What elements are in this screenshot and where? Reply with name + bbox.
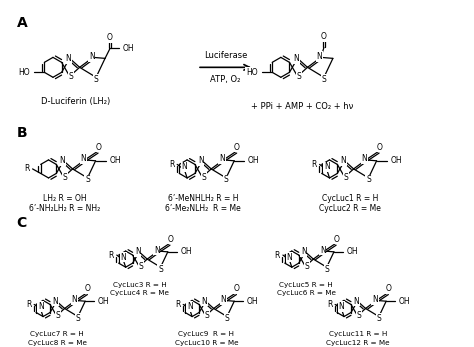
- Text: N: N: [320, 246, 326, 255]
- Text: CycLuc3 R = H: CycLuc3 R = H: [113, 282, 167, 288]
- Text: S: S: [324, 264, 329, 273]
- Text: N: N: [198, 156, 204, 165]
- Text: S: S: [297, 72, 301, 81]
- Text: N: N: [220, 295, 226, 304]
- Text: S: S: [55, 311, 60, 320]
- Text: N: N: [362, 154, 367, 163]
- Text: N: N: [301, 247, 307, 256]
- Text: CycLuc12 R = Me: CycLuc12 R = Me: [327, 340, 390, 346]
- Text: S: S: [94, 75, 99, 84]
- Text: CycLuc8 R = Me: CycLuc8 R = Me: [28, 340, 87, 346]
- Text: R: R: [26, 300, 31, 309]
- Text: OH: OH: [248, 156, 260, 165]
- Text: N: N: [339, 302, 345, 311]
- Text: N: N: [71, 295, 77, 304]
- Text: N: N: [286, 253, 292, 262]
- Text: B: B: [17, 126, 27, 140]
- Text: R: R: [24, 164, 30, 174]
- Text: N: N: [219, 154, 225, 163]
- Text: S: S: [85, 175, 90, 184]
- Text: C: C: [17, 217, 27, 230]
- Text: R: R: [327, 300, 332, 309]
- Text: D-Luciferin (LH₂): D-Luciferin (LH₂): [40, 97, 110, 106]
- Text: CycLuc9  R = H: CycLuc9 R = H: [178, 331, 234, 337]
- Text: HO: HO: [246, 68, 257, 77]
- Text: S: S: [205, 311, 210, 320]
- Text: N: N: [324, 162, 330, 171]
- Text: O: O: [234, 284, 240, 293]
- Text: R: R: [109, 251, 114, 260]
- Text: N: N: [201, 297, 207, 306]
- Text: N: N: [38, 302, 44, 311]
- Text: CycLuc1 R = H: CycLuc1 R = H: [322, 194, 378, 203]
- Text: O: O: [333, 235, 339, 244]
- Text: O: O: [321, 32, 327, 41]
- Text: S: S: [201, 172, 206, 181]
- Text: R: R: [175, 300, 181, 309]
- Text: ATP, O₂: ATP, O₂: [210, 75, 241, 84]
- Text: R: R: [169, 160, 174, 169]
- Text: N: N: [81, 154, 86, 163]
- Text: O: O: [386, 284, 392, 293]
- Text: OH: OH: [98, 297, 109, 306]
- Text: Luciferase: Luciferase: [204, 51, 247, 60]
- Text: OH: OH: [109, 156, 121, 165]
- Text: S: S: [69, 72, 73, 81]
- Text: N: N: [59, 156, 65, 165]
- Text: 6’-MeNHLH₂ R = H: 6’-MeNHLH₂ R = H: [168, 194, 238, 203]
- Text: S: S: [366, 175, 371, 184]
- Text: S: S: [344, 172, 348, 181]
- Text: N: N: [353, 297, 359, 306]
- Text: O: O: [234, 143, 240, 152]
- Text: N: N: [372, 295, 378, 304]
- Text: N: N: [293, 54, 299, 63]
- Text: OH: OH: [399, 297, 410, 306]
- Text: CycLuc6 R = Me: CycLuc6 R = Me: [276, 290, 336, 296]
- Text: N: N: [340, 156, 346, 165]
- Text: R: R: [275, 251, 280, 260]
- Text: N: N: [52, 297, 58, 306]
- Text: OH: OH: [122, 44, 134, 53]
- Text: OH: OH: [346, 247, 358, 256]
- Text: O: O: [95, 143, 101, 152]
- Text: LH₂ R = OH: LH₂ R = OH: [43, 194, 86, 203]
- Text: + PPi + AMP + CO₂ + hν: + PPi + AMP + CO₂ + hν: [251, 102, 354, 111]
- Text: CycLuc7 R = H: CycLuc7 R = H: [30, 331, 84, 337]
- Text: O: O: [167, 235, 173, 244]
- Text: N: N: [317, 52, 322, 61]
- Text: CycLuc2 R = Me: CycLuc2 R = Me: [319, 204, 381, 213]
- Text: O: O: [85, 284, 91, 293]
- Text: OH: OH: [247, 297, 258, 306]
- Text: HO: HO: [18, 68, 30, 77]
- Text: N: N: [187, 302, 192, 311]
- Text: S: S: [225, 314, 229, 323]
- Text: S: S: [356, 311, 361, 320]
- Text: S: S: [321, 75, 326, 84]
- Text: OH: OH: [391, 156, 402, 165]
- Text: S: S: [224, 175, 228, 184]
- Text: O: O: [376, 143, 382, 152]
- Text: CycLuc10 R = Me: CycLuc10 R = Me: [174, 340, 238, 346]
- Text: N: N: [89, 52, 94, 61]
- Text: N: N: [154, 246, 160, 255]
- Text: S: S: [63, 172, 67, 181]
- Text: S: S: [158, 264, 163, 273]
- Text: 6’-Me₂NLH₂  R = Me: 6’-Me₂NLH₂ R = Me: [165, 204, 241, 213]
- Text: CycLuc11 R = H: CycLuc11 R = H: [329, 331, 387, 337]
- Text: CycLuc4 R = Me: CycLuc4 R = Me: [110, 290, 169, 296]
- Text: N: N: [182, 162, 187, 171]
- Text: S: S: [138, 262, 143, 271]
- Text: A: A: [17, 16, 27, 30]
- Text: 6’-NH₂LH₂ R = NH₂: 6’-NH₂LH₂ R = NH₂: [29, 204, 100, 213]
- Text: R: R: [311, 160, 317, 169]
- Text: CycLuc5 R = H: CycLuc5 R = H: [279, 282, 333, 288]
- Text: N: N: [120, 253, 126, 262]
- Text: OH: OH: [181, 247, 192, 256]
- Text: N: N: [135, 247, 141, 256]
- Text: S: S: [304, 262, 309, 271]
- Text: S: S: [75, 314, 80, 323]
- Text: O: O: [107, 33, 113, 42]
- Text: S: S: [376, 314, 381, 323]
- Text: N: N: [65, 54, 71, 63]
